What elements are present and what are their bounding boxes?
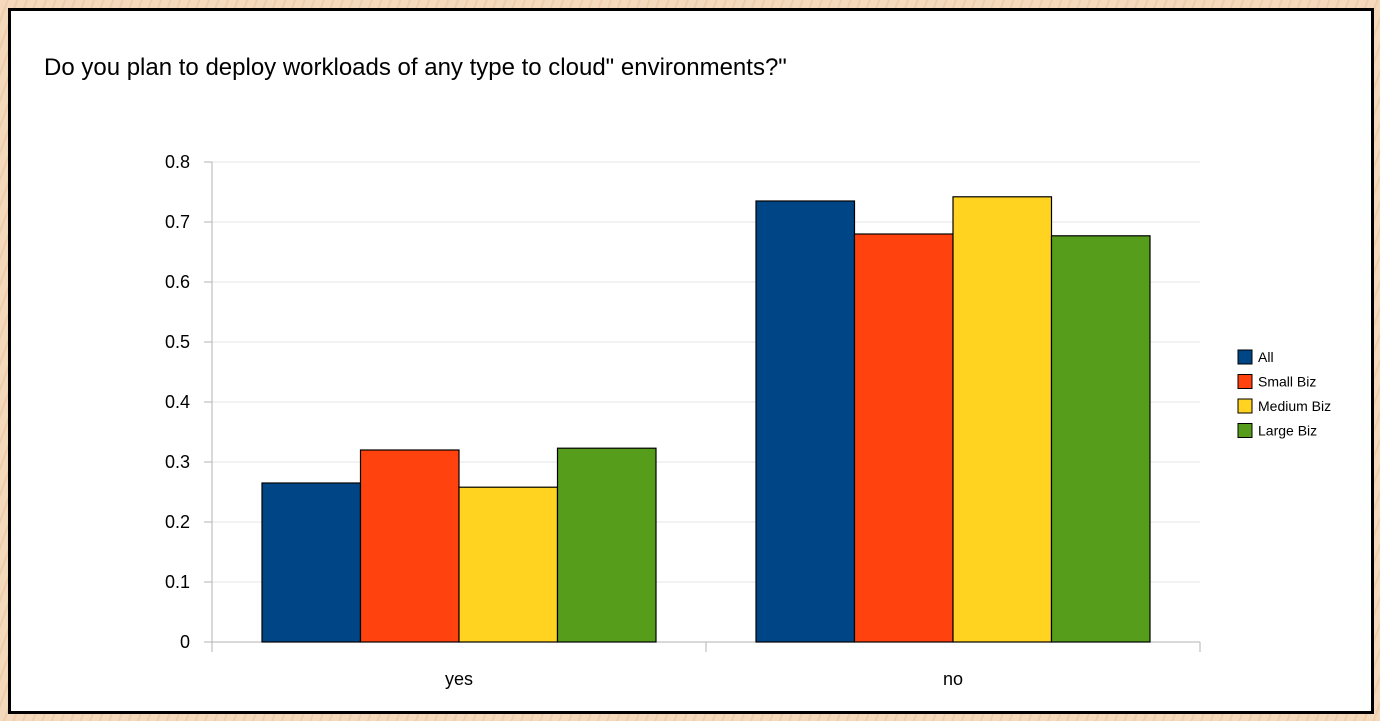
- x-tick-labels: yes no: [445, 669, 963, 689]
- bar-large-biz-yes: [556, 447, 657, 643]
- y-tick-label: 0.5: [165, 332, 190, 352]
- legend-swatch: [1237, 349, 1253, 365]
- bar-small-biz-no: [853, 233, 954, 643]
- legend-swatch: [1237, 423, 1253, 438]
- y-tick-label: 0.7: [165, 212, 190, 232]
- legend-label: Large Biz: [1258, 423, 1317, 439]
- y-tick-label: 0.6: [165, 272, 190, 292]
- legend-label: Small Biz: [1258, 374, 1316, 390]
- chart-title: Do you plan to deploy workloads of any t…: [44, 54, 787, 81]
- x-tick-label: no: [943, 669, 963, 689]
- y-tick-label: 0.1: [165, 572, 190, 592]
- y-tick-label: 0: [180, 632, 190, 652]
- bar-all-no: [755, 200, 856, 643]
- y-tick-label: 0.3: [165, 452, 190, 472]
- y-tick-label: 0.8: [165, 152, 190, 172]
- y-tick-label: 0.4: [165, 392, 190, 412]
- bar-large-biz-no: [1050, 235, 1151, 643]
- bar-medium-biz-yes: [458, 486, 559, 643]
- bars: [261, 196, 1151, 643]
- bar-medium-biz-no: [952, 196, 1053, 643]
- y-tick-label: 0.2: [165, 512, 190, 532]
- legend-swatch: [1237, 374, 1253, 389]
- legend-label: Medium Biz: [1258, 398, 1331, 414]
- bar-small-biz-yes: [359, 449, 460, 643]
- legend-label: All: [1258, 349, 1274, 365]
- x-tick-label: yes: [445, 669, 473, 689]
- legend-swatch: [1237, 398, 1253, 414]
- y-tick-labels: 0 0.1 0.2 0.3 0.4 0.5 0.6 0.7 0.8: [165, 152, 190, 652]
- bar-all-yes: [261, 482, 362, 643]
- legend: All Small Biz Medium Biz Large Biz: [1237, 349, 1331, 439]
